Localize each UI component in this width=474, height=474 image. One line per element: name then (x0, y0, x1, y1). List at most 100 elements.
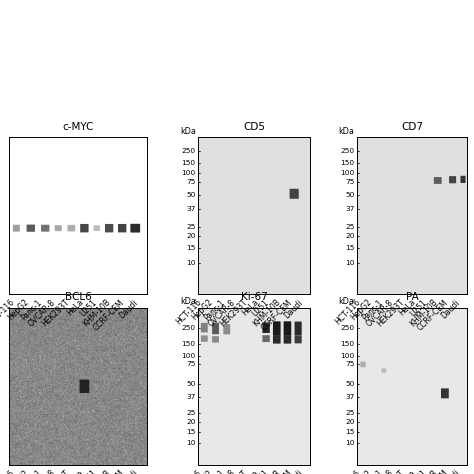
Text: 15: 15 (345, 245, 355, 251)
FancyBboxPatch shape (290, 189, 299, 199)
Text: Daudi: Daudi (118, 298, 140, 320)
FancyBboxPatch shape (201, 336, 208, 342)
Text: OVCAR-8: OVCAR-8 (365, 468, 395, 474)
Text: KHM-10B: KHM-10B (251, 298, 283, 328)
Text: 37: 37 (186, 394, 196, 400)
FancyBboxPatch shape (67, 225, 75, 231)
Text: 37: 37 (345, 394, 355, 400)
Text: U251: U251 (251, 298, 271, 318)
Text: HepG2: HepG2 (349, 298, 374, 322)
Text: 37: 37 (186, 206, 196, 211)
FancyBboxPatch shape (201, 323, 208, 332)
Text: kDa: kDa (339, 297, 355, 306)
Text: Daudi: Daudi (439, 298, 461, 320)
Text: 100: 100 (182, 353, 196, 359)
Text: CCRF-CEM: CCRF-CEM (92, 468, 126, 474)
Text: Ki-67: Ki-67 (241, 292, 268, 302)
Text: U251: U251 (408, 298, 428, 318)
Text: CCRF-CEM: CCRF-CEM (92, 298, 126, 332)
Text: 75: 75 (186, 179, 196, 185)
Text: CCRF-CEM: CCRF-CEM (259, 468, 293, 474)
Text: 25: 25 (345, 410, 355, 416)
Text: HEK293T: HEK293T (40, 468, 71, 474)
Text: HeLa: HeLa (240, 298, 260, 318)
FancyBboxPatch shape (80, 224, 89, 232)
Text: HCT-116: HCT-116 (0, 468, 16, 474)
Text: 250: 250 (340, 326, 355, 331)
FancyBboxPatch shape (263, 322, 270, 333)
Text: 50: 50 (186, 192, 196, 198)
Text: U251: U251 (408, 468, 428, 474)
Text: 50: 50 (345, 192, 355, 198)
Text: 75: 75 (186, 361, 196, 366)
Text: CCRF-CEM: CCRF-CEM (416, 298, 450, 332)
Text: 150: 150 (182, 160, 196, 166)
Text: CD5: CD5 (243, 122, 265, 132)
Text: HCT-116: HCT-116 (175, 298, 204, 327)
FancyBboxPatch shape (41, 225, 49, 232)
FancyBboxPatch shape (434, 177, 442, 184)
Text: U251: U251 (78, 298, 99, 318)
Text: Panc-1: Panc-1 (19, 468, 44, 474)
Text: HEK293T: HEK293T (218, 468, 249, 474)
Text: Panc-1: Panc-1 (202, 468, 226, 474)
Text: CD7: CD7 (401, 122, 423, 132)
FancyBboxPatch shape (131, 382, 139, 391)
Text: 250: 250 (182, 148, 196, 154)
Text: OVCAR-8: OVCAR-8 (27, 468, 58, 474)
Text: HepG2: HepG2 (191, 298, 215, 322)
Text: 37: 37 (345, 206, 355, 211)
Text: BCL6: BCL6 (65, 292, 91, 302)
Text: 15: 15 (186, 245, 196, 251)
Text: U251: U251 (78, 468, 99, 474)
FancyBboxPatch shape (223, 324, 230, 334)
FancyBboxPatch shape (105, 224, 113, 232)
FancyBboxPatch shape (283, 335, 291, 344)
Text: HCT-116: HCT-116 (175, 468, 204, 474)
FancyBboxPatch shape (80, 380, 89, 393)
FancyBboxPatch shape (461, 176, 465, 183)
Text: HeLa: HeLa (65, 298, 85, 318)
FancyBboxPatch shape (273, 335, 281, 344)
FancyBboxPatch shape (273, 321, 281, 336)
Text: PA: PA (406, 292, 418, 302)
Text: HEK293T: HEK293T (375, 298, 406, 328)
Text: 10: 10 (186, 440, 196, 447)
Text: HepG2: HepG2 (349, 468, 374, 474)
Text: Panc-1: Panc-1 (202, 298, 226, 322)
Text: 250: 250 (182, 326, 196, 331)
FancyBboxPatch shape (55, 225, 62, 231)
Text: 10: 10 (345, 260, 355, 266)
Text: HCT-116: HCT-116 (333, 468, 363, 474)
FancyBboxPatch shape (283, 321, 291, 336)
Text: OVCAR-8: OVCAR-8 (365, 298, 395, 328)
Text: 75: 75 (345, 179, 355, 185)
Text: 20: 20 (186, 233, 196, 239)
Text: HCT-116: HCT-116 (333, 298, 363, 327)
Text: 50: 50 (345, 381, 355, 387)
Text: 250: 250 (340, 148, 355, 154)
Text: c-MYC: c-MYC (63, 122, 94, 132)
Text: Panc-1: Panc-1 (360, 298, 384, 322)
Text: HeLa: HeLa (240, 468, 260, 474)
Text: HEK293T: HEK293T (375, 468, 406, 474)
Text: 10: 10 (345, 440, 355, 447)
FancyBboxPatch shape (118, 224, 127, 232)
FancyBboxPatch shape (360, 362, 365, 367)
Text: kDa: kDa (180, 297, 196, 306)
FancyBboxPatch shape (449, 176, 456, 183)
Text: 20: 20 (186, 419, 196, 425)
Text: KHM-10B: KHM-10B (409, 468, 439, 474)
Text: CCRF-CEM: CCRF-CEM (259, 298, 293, 332)
Text: HCT-116: HCT-116 (0, 298, 16, 327)
Text: HEK293T: HEK293T (40, 298, 71, 328)
FancyBboxPatch shape (27, 225, 35, 232)
Text: HepG2: HepG2 (191, 468, 215, 474)
Text: 50: 50 (186, 381, 196, 387)
Text: 15: 15 (345, 428, 355, 435)
Text: OVCAR-8: OVCAR-8 (27, 298, 58, 328)
Text: 150: 150 (182, 341, 196, 347)
Text: Daudi: Daudi (283, 298, 305, 320)
Text: KHM-10B: KHM-10B (82, 298, 112, 328)
FancyBboxPatch shape (263, 335, 270, 342)
